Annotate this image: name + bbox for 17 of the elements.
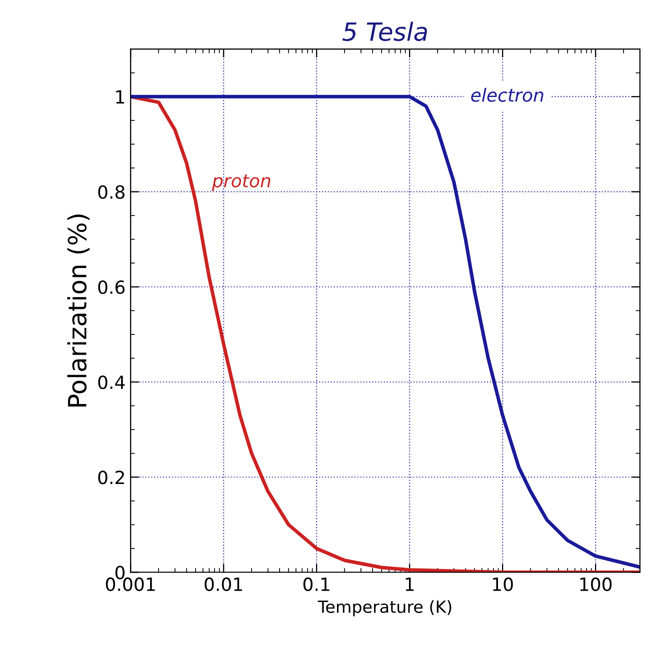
x-tick-label: 0.01 <box>204 577 242 592</box>
y-tick-label: 0.2 <box>98 470 124 484</box>
y-tick-label: 0.8 <box>98 185 125 199</box>
series-label: proton <box>212 174 270 191</box>
x-tick-label: 10 <box>493 577 513 592</box>
y-tick-label: 0 <box>115 566 125 580</box>
x-tick-label: 100 <box>580 577 612 592</box>
x-tick-label: 0.001 <box>106 577 155 592</box>
chart-title: 5 Tesla <box>342 22 427 42</box>
y-axis-title: Polarization (%) <box>67 214 90 406</box>
text: electron <box>471 88 544 102</box>
x-axis-title: Temperature (K) <box>318 600 452 616</box>
y-tick-label: 0.6 <box>98 280 125 294</box>
y-tick-label: 0.4 <box>98 375 125 390</box>
x-tick-label: 1 <box>406 578 414 591</box>
y-tick-label: 1 <box>116 90 124 104</box>
x-tick-label: 0.1 <box>303 577 330 592</box>
